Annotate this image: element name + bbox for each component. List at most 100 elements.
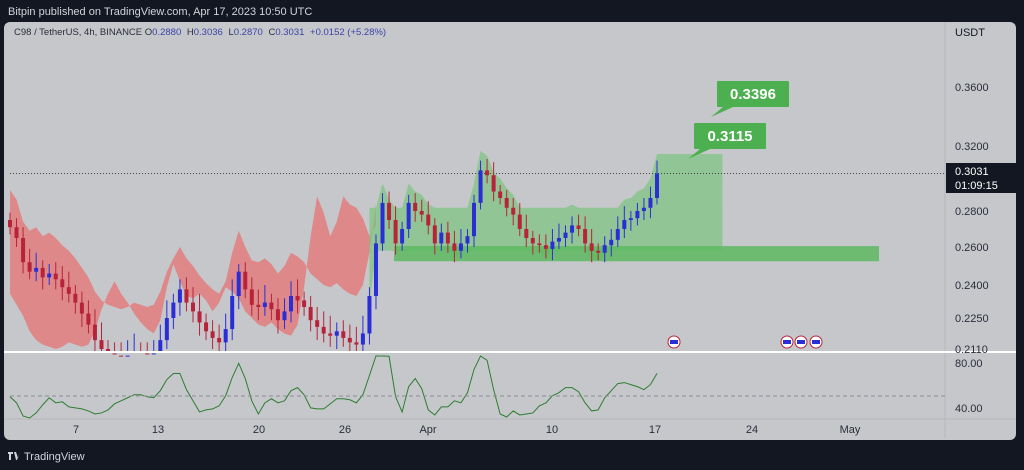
time-tick-label: May [840, 424, 861, 436]
candle-body [210, 331, 215, 338]
candle-body [419, 211, 424, 215]
candle-body [164, 318, 169, 341]
publisher-text: Bitpin published on TradingView.com, Apr… [8, 6, 313, 18]
footer: TradingView [0, 446, 1024, 470]
time-tick-label: 17 [649, 424, 661, 436]
candle-body [190, 302, 195, 312]
candle-body [478, 170, 483, 203]
candle-body [158, 340, 163, 351]
rsi-line [9, 355, 658, 419]
candle-body [485, 170, 490, 176]
time-tick-label: 13 [152, 424, 164, 436]
candle-body [511, 207, 516, 215]
candle-body [543, 245, 548, 249]
low-value: 0.2870 [233, 27, 263, 38]
candle-body [249, 289, 254, 305]
candle-body [308, 307, 313, 321]
candle-body [86, 313, 91, 325]
candle-body [550, 241, 555, 249]
time-tick-label: 24 [746, 424, 758, 436]
price-tick-label: 0.2400 [955, 280, 989, 292]
price-tick-label: 0.2250 [955, 313, 989, 325]
candle-body [635, 211, 640, 219]
candle-body [413, 202, 418, 211]
candle-body [184, 289, 189, 303]
countdown-label: 01:09:15 [955, 180, 998, 192]
candle-body [524, 229, 529, 238]
candle-body [256, 304, 261, 307]
candle-body [53, 273, 58, 280]
candle-body [609, 239, 614, 246]
price-tick-label: 0.2110 [955, 344, 988, 356]
support-zone [394, 246, 879, 262]
publisher-bar: Bitpin published on TradingView.com, Apr… [0, 0, 1024, 24]
candle-body [589, 243, 594, 251]
price-tick-label: 0.3600 [955, 82, 989, 94]
candle-body [570, 225, 575, 233]
symbol-legend: C98 / TetherUS, 4h, BINANCE O0.2880 H0.3… [14, 27, 387, 38]
time-tick-label: 26 [339, 424, 351, 436]
candle-body [99, 340, 104, 349]
candle-body [40, 267, 45, 278]
price-tick-label: 0.3200 [955, 141, 989, 153]
candle-body [537, 243, 542, 246]
candle-body [177, 289, 182, 303]
candle-body [21, 238, 26, 263]
candle-body [472, 202, 477, 237]
candle-body [295, 296, 300, 301]
candle-body [360, 333, 365, 345]
candle-body [14, 227, 19, 238]
target-pointer [711, 107, 733, 117]
candle-body [380, 202, 385, 244]
last-price-badge [946, 163, 1016, 193]
brand-name[interactable]: TradingView [24, 451, 85, 463]
candle-body [615, 229, 620, 240]
candle-body [27, 262, 32, 272]
price-tick-label: 0.2800 [955, 206, 989, 218]
target-label-box[interactable] [694, 123, 766, 149]
candle-body [47, 273, 52, 278]
candle-body [628, 218, 633, 220]
candle-body [197, 311, 202, 323]
time-tick-label: 7 [73, 424, 79, 436]
candle-body [367, 296, 372, 334]
candle-body [289, 296, 294, 312]
tradingview-logo-icon [8, 452, 20, 460]
symbol-name: C98 / TetherUS, 4h, BINANCE [14, 27, 143, 38]
candle-body [655, 173, 659, 198]
candle-body [34, 267, 39, 272]
price-tick-label: 0.2600 [955, 242, 989, 254]
target-label-text: 0.3115 [707, 128, 752, 145]
candle-body [583, 229, 588, 244]
candle-body [596, 250, 601, 253]
candle-body [491, 175, 496, 192]
candle-body [204, 322, 209, 332]
currency-label: USDT [955, 27, 985, 39]
candle-body [223, 329, 228, 343]
change-value: +0.0152 (+5.28%) [310, 27, 387, 38]
candle-body [498, 191, 503, 198]
candle-body [66, 287, 71, 294]
rsi-tick-label: 40.00 [955, 403, 983, 415]
candle-body [439, 232, 444, 244]
candle-body [576, 225, 581, 229]
target-label-box[interactable] [717, 81, 789, 107]
us-flag-stripe [670, 340, 678, 344]
candle-body [334, 331, 339, 336]
us-flag-stripe [783, 340, 791, 344]
bullish-cloud [369, 150, 723, 305]
candle-body [60, 279, 65, 288]
candle-body [432, 225, 437, 244]
candle-body [79, 302, 84, 314]
candle-body [321, 326, 326, 334]
high-value: 0.3036 [193, 27, 223, 38]
time-tick-label: 10 [546, 424, 558, 436]
candle-body [151, 353, 156, 355]
time-tick-label: 20 [253, 424, 265, 436]
candle-body [426, 214, 431, 226]
candle-body [92, 324, 97, 341]
candle-body [641, 207, 646, 211]
candle-body [458, 243, 463, 251]
candle-body [236, 271, 241, 296]
